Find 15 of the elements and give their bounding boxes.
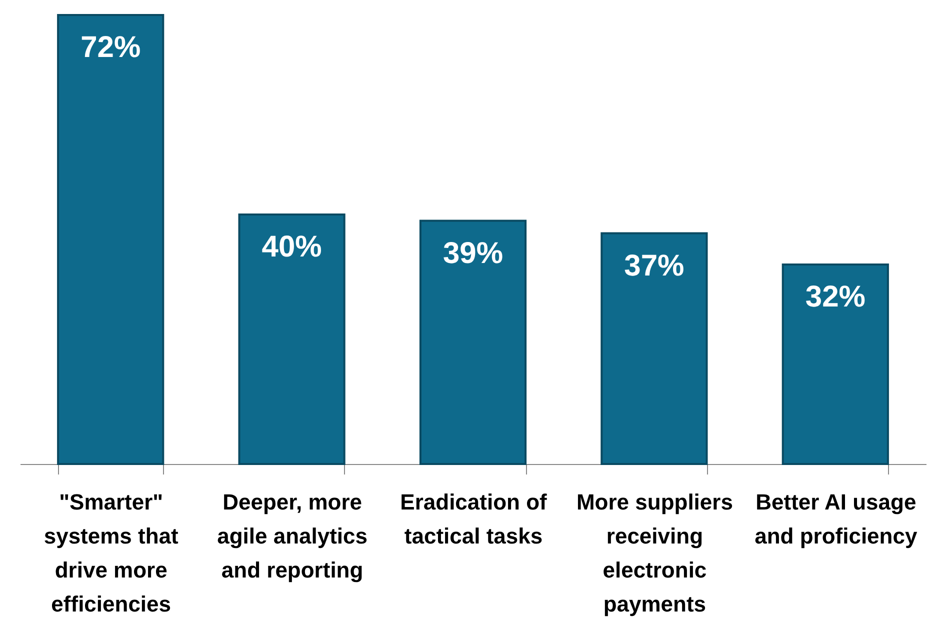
data-label: 39% xyxy=(442,236,504,270)
x-tick-label: Deeper, more agile analytics and reporting xyxy=(217,490,368,582)
data-label: 37% xyxy=(624,249,684,282)
bar xyxy=(57,14,164,465)
data-label: 32% xyxy=(805,280,866,314)
data-label: 40% xyxy=(262,230,322,264)
bar xyxy=(600,232,708,465)
x-tick-label: Better AI usage and proficiency xyxy=(754,490,918,548)
x-tick-label: "Smarter" systems that drive more efficiencies xyxy=(44,490,180,616)
bar xyxy=(782,263,889,465)
x-tick-label: Eradication of tactical tasks xyxy=(400,490,548,548)
x-tick-label: More suppliers receiving electronic payments xyxy=(576,490,733,616)
data-label: 72% xyxy=(80,31,141,64)
bar xyxy=(419,220,527,465)
bar xyxy=(238,214,346,465)
